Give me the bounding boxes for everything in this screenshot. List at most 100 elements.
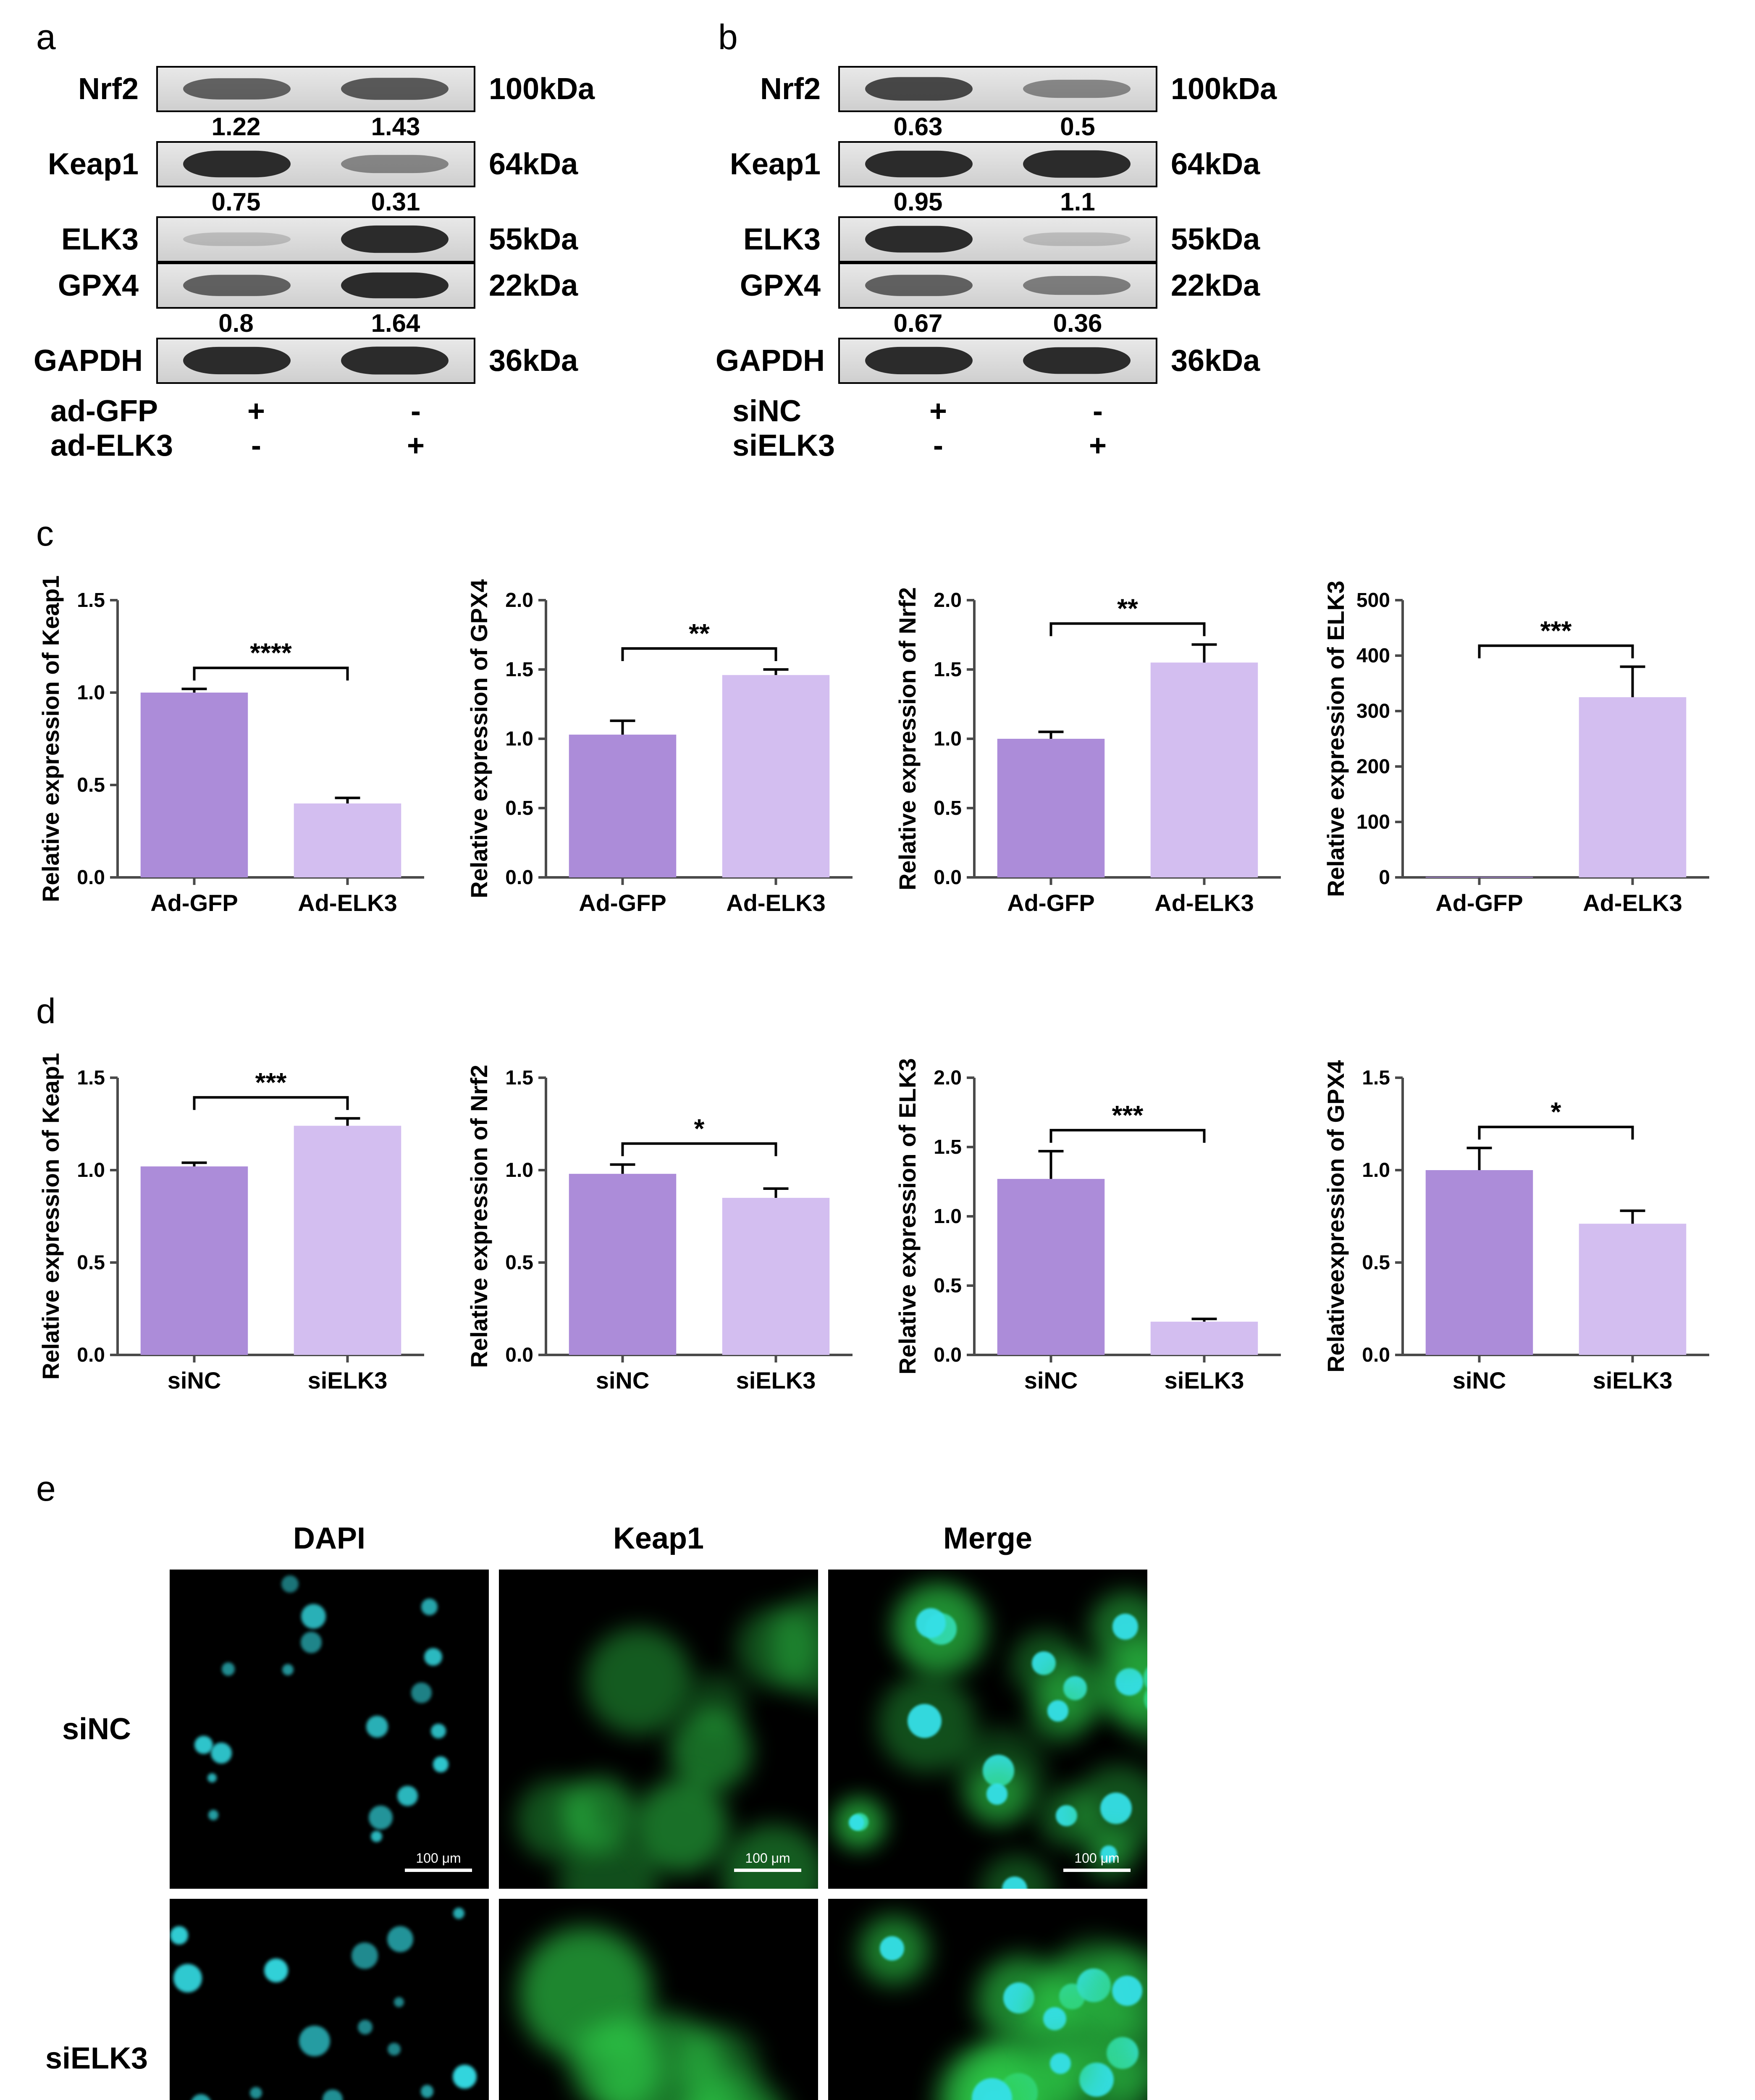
svg-text:0.0: 0.0	[77, 1344, 105, 1366]
band	[865, 275, 973, 297]
svg-text:Relative expression of Keap1: Relative expression of Keap1	[37, 1053, 64, 1380]
svg-text:1.5: 1.5	[77, 589, 105, 612]
blot-label: ELK3	[34, 222, 143, 257]
blot-row-gapdh: GAPDH36kDa	[34, 338, 606, 384]
blot-label: Nrf2	[34, 72, 143, 106]
bar	[569, 1174, 677, 1355]
svg-text:1.0: 1.0	[77, 682, 105, 704]
quant-value: 0.63	[838, 112, 998, 141]
band	[341, 347, 449, 375]
panel-a: a Nrf2100kDa1.221.43Keap164kDa0.750.31EL…	[34, 17, 606, 463]
chart-svg: 0.00.51.01.52.0Relative expression of Nr…	[890, 562, 1293, 940]
svg-text:siNC: siNC	[1024, 1367, 1078, 1394]
bar-chart: 0.00.51.01.5Relative expression of Keap1…	[34, 1040, 437, 1418]
band	[183, 151, 291, 178]
blot-quant: 0.670.36	[838, 309, 1157, 338]
svg-text:Relative expression of Nrf2: Relative expression of Nrf2	[466, 1065, 492, 1368]
blot-label: Keap1	[34, 147, 143, 181]
quant-value: 0.75	[156, 187, 316, 216]
blot-image	[838, 338, 1157, 384]
chart-svg: 0.00.51.01.52.0Relative expression of EL…	[890, 1040, 1293, 1418]
blot-row: a Nrf2100kDa1.221.43Keap164kDa0.750.31EL…	[34, 17, 1721, 463]
bar-chart: 0100200300400500Relative expression of E…	[1319, 562, 1722, 940]
svg-text:0.0: 0.0	[77, 866, 105, 889]
micro-col-label: DAPI	[170, 1521, 489, 1556]
svg-text:*: *	[694, 1113, 705, 1144]
blot-row-gpx4: GPX4 22kDa	[34, 262, 606, 309]
panel-letter-b: b	[718, 17, 1288, 58]
svg-text:0.5: 0.5	[77, 774, 105, 796]
scalebar: 100 μm	[734, 1851, 801, 1872]
svg-text:0.5: 0.5	[934, 1275, 962, 1297]
blot-quant: 0.951.1	[838, 187, 1157, 216]
condition-mark: +	[858, 394, 1018, 428]
svg-text:****: ****	[250, 638, 292, 668]
blot-label: GPX4	[34, 268, 143, 303]
panel-a-blots: Nrf2100kDa1.221.43Keap164kDa0.750.31ELK3…	[34, 66, 606, 384]
svg-text:0.0: 0.0	[505, 1344, 533, 1366]
band	[1023, 347, 1131, 374]
svg-text:Ad-GFP: Ad-GFP	[1007, 890, 1094, 916]
bar-chart: 0.00.51.01.5Relativeexpression of GPX4si…	[1319, 1040, 1722, 1418]
blot-mw: 22kDa	[489, 268, 606, 303]
band	[183, 275, 291, 297]
blot-quant: 0.81.64	[156, 309, 475, 338]
svg-text:siELK3: siELK3	[308, 1367, 388, 1394]
blot-row-gapdh: GAPDH36kDa	[716, 338, 1288, 384]
band	[865, 151, 973, 178]
blot-label: GPX4	[716, 268, 825, 303]
band	[865, 347, 973, 374]
panel-b-blots: Nrf2100kDa0.630.5Keap164kDa0.951.1ELK355…	[716, 66, 1288, 384]
blot-row-elk3: ELK355kDa	[34, 216, 606, 262]
blot-label: Keap1	[716, 147, 825, 181]
blot-quant: 0.630.5	[838, 112, 1157, 141]
svg-text:1.0: 1.0	[505, 728, 533, 750]
bar	[141, 693, 248, 877]
panel-e: e DAPIKeap1MergesiNC100 μm100 μm100 μmsi…	[34, 1468, 1721, 2100]
svg-text:1.5: 1.5	[77, 1067, 105, 1089]
microscopy-grid: DAPIKeap1MergesiNC100 μm100 μm100 μmsiEL…	[34, 1517, 1721, 2100]
condition-name: siELK3	[732, 428, 858, 463]
band	[1023, 150, 1131, 178]
svg-text:siNC: siNC	[1453, 1367, 1506, 1394]
condition-name: ad-ELK3	[50, 428, 176, 463]
micro-col-label: Merge	[828, 1521, 1147, 1556]
band	[865, 226, 973, 253]
chart-svg: 0.00.51.01.5Relative expression of Nrf2s…	[462, 1040, 865, 1418]
chart-svg: 0.00.51.01.5Relative expression of Keap1…	[34, 562, 437, 940]
scalebar: 100 μm	[405, 1851, 472, 1872]
condition-row: ad-ELK3-+	[50, 428, 606, 463]
blot-mw: 22kDa	[1171, 268, 1288, 303]
quant-value: 0.8	[156, 309, 316, 338]
blot-mw: 64kDa	[489, 147, 606, 181]
svg-text:Relative expression of ELK3: Relative expression of ELK3	[894, 1058, 921, 1374]
svg-text:1.5: 1.5	[934, 659, 962, 681]
band	[341, 78, 449, 100]
svg-text:Relative expression of Nrf2: Relative expression of Nrf2	[894, 587, 921, 890]
svg-text:**: **	[689, 618, 710, 648]
svg-text:2.0: 2.0	[934, 589, 962, 612]
condition-mark: -	[336, 394, 496, 428]
quant-value: 1.22	[156, 112, 316, 141]
blot-mw: 64kDa	[1171, 147, 1288, 181]
svg-text:**: **	[1117, 593, 1138, 624]
svg-text:1.5: 1.5	[505, 659, 533, 681]
bar-chart: 0.00.51.01.52.0Relative expression of GP…	[462, 562, 865, 940]
condition-mark: -	[176, 428, 336, 463]
svg-text:siELK3: siELK3	[1593, 1367, 1673, 1394]
bar	[294, 1126, 401, 1355]
blot-image	[838, 66, 1157, 112]
blot-label: ELK3	[716, 222, 825, 257]
svg-text:Ad-GFP: Ad-GFP	[579, 890, 666, 916]
micro-row-label: siELK3	[34, 2041, 160, 2076]
blot-row-nrf2: Nrf2100kDa	[34, 66, 606, 112]
svg-text:1.0: 1.0	[77, 1159, 105, 1181]
panel-letter-d: d	[36, 991, 1721, 1032]
svg-text:Relative expression of GPX4: Relative expression of GPX4	[466, 579, 492, 898]
bar-chart: 0.00.51.01.5Relative expression of Nrf2s…	[462, 1040, 865, 1418]
panel-c: c 0.00.51.01.5Relative expression of Kea…	[34, 513, 1721, 940]
panel-d-charts: 0.0 0.5 1.0 1.5 Relative expression of Keap1…	[34, 1040, 1721, 1418]
blot-image	[156, 216, 475, 262]
microscopy-image: 100 μm	[170, 1899, 489, 2100]
bar-chart: 0.00.51.01.5Relative expression of Keap1…	[34, 562, 437, 940]
